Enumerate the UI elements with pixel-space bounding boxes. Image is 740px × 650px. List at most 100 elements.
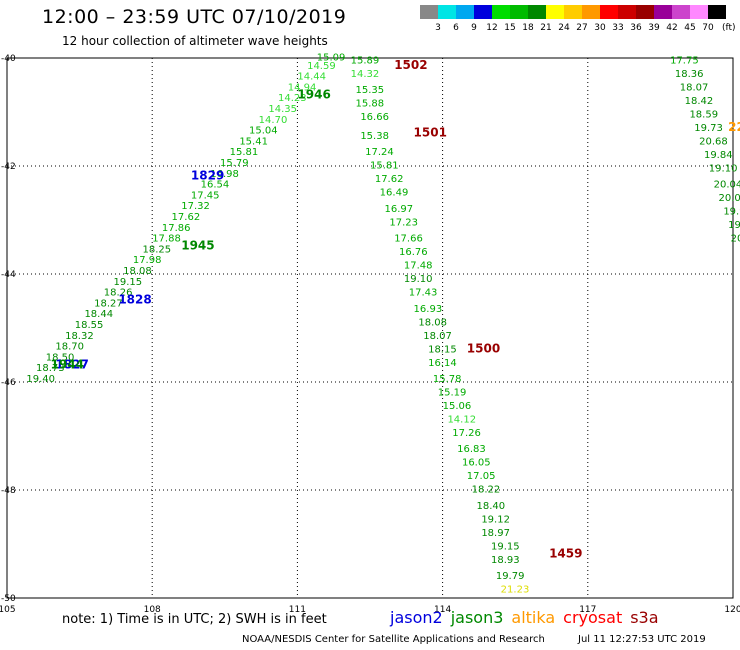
wave-height-value: 18.97 [481, 528, 510, 539]
footnote: note: 1) Time is in UTC; 2) SWH is in fe… [62, 612, 327, 627]
scale-swatch [564, 5, 582, 19]
wave-height-value: 17.26 [452, 428, 481, 439]
wave-height-value: 15.04 [249, 126, 278, 137]
pass-time-label: 1946 [297, 88, 330, 102]
scale-swatch [654, 5, 672, 19]
wave-height-value: 15.06 [443, 401, 472, 412]
pass-time-label: 1944 [51, 358, 84, 372]
wave-height-value: 20.68 [699, 136, 728, 147]
wave-height-value: 17.32 [181, 201, 210, 212]
wave-height-value: 19.84 [704, 150, 733, 161]
generation-timestamp: Jul 11 12:27:53 UTC 2019 [578, 634, 706, 645]
wave-height-value: 18.32 [65, 331, 94, 342]
scale-label: 21 [540, 23, 552, 33]
lon-tick-label: 117 [579, 605, 596, 615]
wave-height-value: 19.92 [728, 220, 740, 231]
scale-label: 33 [612, 23, 624, 33]
wave-height-value: 18.70 [55, 342, 84, 353]
scale-swatch [510, 5, 528, 19]
scale-label: 18 [522, 23, 534, 33]
wave-height-value: 15.09 [317, 53, 346, 64]
wave-height-value: 17.24 [365, 147, 394, 158]
wave-height-value: 20.8 [731, 234, 740, 245]
scale-label: 15 [504, 23, 516, 33]
lat-tick-label: -48 [1, 486, 16, 496]
lat-tick-label: -44 [1, 270, 16, 280]
scale-swatch [690, 5, 708, 19]
wave-height-value: 17.62 [375, 174, 404, 185]
scale-label: 70 [702, 23, 714, 33]
pass-time-label: 22 [728, 120, 740, 134]
wave-height-value: 19.73 [694, 123, 723, 134]
satellite-legend: jason2 jason3 altika cryosat s3a [390, 608, 667, 627]
wave-height-value: 17.86 [162, 223, 191, 234]
wave-height-value: 17.43 [409, 288, 438, 299]
wave-height-value: 18.93 [491, 555, 520, 566]
wave-height-value: 17.88 [152, 234, 181, 245]
wave-height-value: 19.15 [491, 541, 520, 552]
scale-swatch [474, 5, 492, 19]
scale-swatch [456, 5, 474, 19]
wave-height-value: 17.45 [191, 190, 220, 201]
wave-height-value: 18.07 [423, 331, 452, 342]
wave-height-value: 17.75 [670, 55, 699, 66]
lat-tick-label: -40 [1, 54, 16, 64]
wave-height-value: 18.25 [143, 244, 172, 255]
wave-height-value: 18.42 [685, 96, 714, 107]
pass-time-label: 1828 [118, 293, 151, 307]
pass-time-label: 1459 [549, 547, 582, 561]
scale-label: 27 [576, 23, 588, 33]
wave-height-value: 17.62 [172, 212, 201, 223]
scale-label: 30 [594, 23, 606, 33]
lon-tick-label: 108 [144, 605, 161, 615]
scale-label: 45 [684, 23, 696, 33]
wave-height-value: 17.05 [467, 471, 496, 482]
scale-swatch [708, 5, 726, 19]
wave-height-value: 18.50 [46, 352, 75, 363]
pass-time-label: 1501 [414, 125, 447, 139]
scale-label: 12 [486, 23, 498, 33]
wave-height-value: 14.70 [259, 115, 288, 126]
wave-height-value: 18.08 [418, 317, 447, 328]
scale-swatch [438, 5, 456, 19]
wave-height-value: 17.98 [133, 255, 162, 266]
wave-height-value: 14.35 [268, 104, 297, 115]
legend-jason3: jason3 [450, 608, 504, 627]
wave-height-value: 16.49 [380, 188, 409, 199]
wave-height-value: 19.10 [404, 274, 433, 285]
wave-height-value: 19.93 [723, 207, 740, 218]
scale-label: 24 [558, 23, 570, 33]
scale-swatch [528, 5, 546, 19]
wave-height-value: 18.55 [75, 320, 104, 331]
wave-height-value: 15.38 [360, 131, 389, 142]
wave-height-value: 16.76 [399, 247, 428, 258]
wave-height-value: 18.15 [428, 344, 457, 355]
lon-tick-label: 105 [0, 605, 16, 615]
wave-height-value: 21.23 [501, 585, 530, 596]
wave-height-value: 16.54 [201, 180, 230, 191]
wave-height-value: 20.06 [718, 193, 740, 204]
scale-swatch [636, 5, 654, 19]
wave-height-value: 15.89 [351, 55, 380, 66]
scale-unit: (ft) [722, 23, 736, 33]
lat-tick-label: -42 [1, 162, 16, 172]
scale-label: 3 [435, 23, 441, 33]
pass-time-label: 1827 [55, 358, 88, 372]
pass-time-label: 1829 [191, 169, 224, 183]
wave-height-value: 18.44 [84, 309, 113, 320]
scale-swatch [492, 5, 510, 19]
legend-jason2: jason2 [390, 608, 443, 627]
wave-height-value: 16.98 [210, 169, 239, 180]
wave-height-value: 14.59 [307, 61, 336, 72]
wave-height-value: 16.83 [457, 444, 486, 455]
wave-height-value: 18.36 [675, 69, 704, 80]
wave-height-value: 16.14 [428, 358, 457, 369]
scale-swatch [420, 5, 438, 19]
wave-height-value: 18.59 [689, 109, 718, 120]
wave-height-value: 14.44 [297, 72, 326, 83]
pass-time-label: 1500 [467, 341, 500, 355]
credit-line: NOAA/NESDIS Center for Satellite Applica… [242, 634, 545, 645]
wave-height-value: 16.93 [414, 304, 443, 315]
wave-height-value: 19.15 [113, 277, 142, 288]
legend-altika: altika [511, 608, 556, 627]
